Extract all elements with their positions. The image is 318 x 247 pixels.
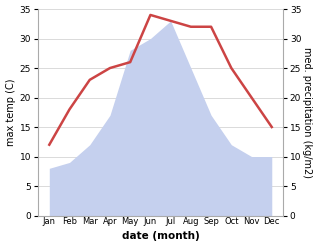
Y-axis label: med. precipitation (kg/m2): med. precipitation (kg/m2) [302,47,313,178]
X-axis label: date (month): date (month) [122,231,199,242]
Y-axis label: max temp (C): max temp (C) [5,79,16,146]
